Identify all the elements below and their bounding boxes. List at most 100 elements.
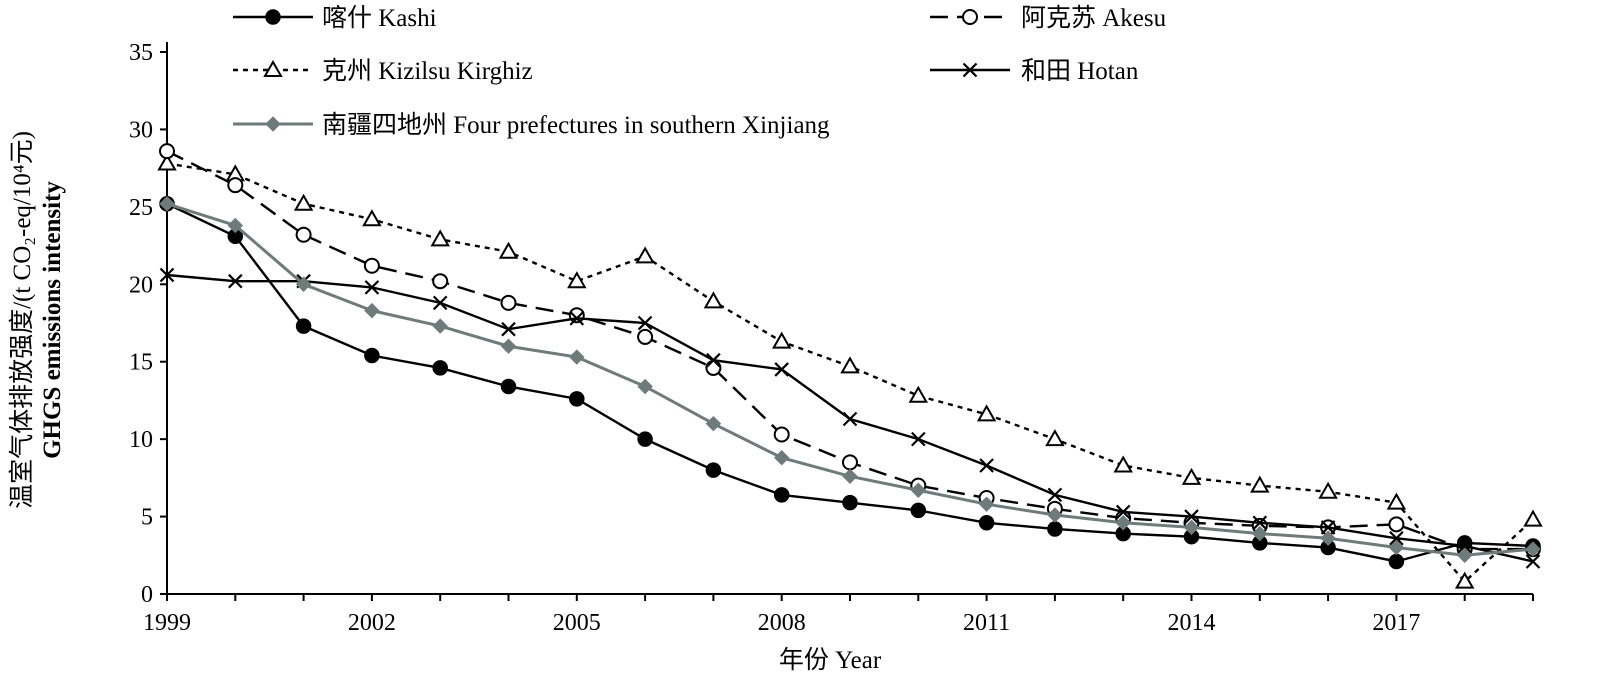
- data-point: [364, 280, 380, 295]
- data-point: [364, 347, 380, 364]
- data-point: [265, 9, 281, 25]
- data-point: [364, 302, 380, 319]
- data-point: [773, 450, 790, 466]
- series-2: [157, 153, 1543, 589]
- data-point: [263, 59, 283, 77]
- x-tick-label: 2005: [553, 610, 601, 636]
- x-axis-title: 年份 Year: [779, 646, 882, 674]
- data-point: [842, 494, 858, 511]
- data-point: [227, 177, 244, 194]
- series-4: [159, 196, 1541, 563]
- data-point: [705, 359, 722, 376]
- series-0: [159, 196, 1541, 570]
- data-point: [962, 9, 978, 25]
- data-point: [432, 360, 448, 376]
- data-point: [1183, 519, 1200, 536]
- data-point: [159, 196, 175, 212]
- data-point: [1320, 520, 1336, 535]
- x-tick-label: 2017: [1372, 610, 1420, 636]
- data-point: [1115, 504, 1131, 520]
- legend-label: 和田 Hotan: [1021, 57, 1139, 85]
- legend-label: 南疆四地州 Four prefectures in southern Xinji…: [322, 111, 830, 139]
- data-point: [773, 487, 790, 503]
- data-point: [637, 378, 653, 395]
- data-point: [635, 246, 655, 264]
- data-point: [771, 331, 792, 349]
- data-point: [569, 349, 585, 365]
- data-point: [295, 276, 312, 292]
- data-point: [910, 502, 927, 519]
- data-point: [773, 426, 790, 443]
- x-tick-label: 1999: [143, 610, 191, 636]
- x-tick-label: 2011: [963, 610, 1010, 636]
- data-point: [637, 315, 653, 331]
- data-point: [1047, 507, 1063, 523]
- data-point: [1388, 553, 1405, 570]
- data-point: [228, 273, 243, 289]
- y-axis-title-en: GHGS emissions intensity: [39, 181, 66, 459]
- y-tick-label: 30: [129, 117, 153, 143]
- data-point: [500, 338, 517, 354]
- data-point: [705, 415, 722, 432]
- legend-label: 喀什 Kashi: [322, 4, 437, 32]
- data-point: [1388, 539, 1405, 556]
- data-point: [978, 515, 995, 531]
- data-point: [908, 385, 929, 403]
- data-point: [1389, 530, 1404, 546]
- data-point: [1318, 481, 1338, 499]
- data-point: [362, 209, 382, 227]
- data-point: [159, 267, 175, 283]
- data-point: [1252, 525, 1268, 542]
- data-point: [1456, 547, 1473, 563]
- data-point: [979, 458, 994, 473]
- data-point: [1386, 492, 1407, 510]
- data-point: [703, 291, 724, 309]
- x-tick-label: 2008: [758, 610, 806, 636]
- data-point: [265, 116, 281, 132]
- legend-item: 克州 Kizilsu Kirghiz: [233, 57, 533, 85]
- data-point: [637, 431, 653, 447]
- data-point: [500, 378, 517, 395]
- data-point: [1045, 429, 1065, 447]
- legend-item: 和田 Hotan: [930, 57, 1139, 85]
- data-point: [705, 462, 722, 478]
- data-point: [501, 321, 516, 337]
- data-point: [962, 62, 978, 78]
- data-point: [430, 229, 450, 247]
- data-point: [1047, 521, 1063, 537]
- data-point: [227, 217, 244, 234]
- data-point: [976, 404, 997, 422]
- data-point: [498, 241, 519, 259]
- x-tick-label: 2002: [348, 610, 396, 636]
- data-point: [1388, 516, 1405, 533]
- data-point: [842, 468, 858, 485]
- data-point: [432, 295, 448, 311]
- data-point: [842, 411, 858, 427]
- data-point: [432, 318, 448, 334]
- data-point: [1047, 487, 1063, 503]
- y-tick-label: 5: [141, 505, 153, 531]
- legend-label: 阿克苏 Akesu: [1021, 4, 1167, 32]
- y-tick-label: 35: [129, 40, 153, 66]
- data-point: [569, 311, 585, 326]
- data-point: [774, 362, 789, 377]
- data-point: [910, 482, 927, 498]
- legend-item: 阿克苏 Akesu: [930, 4, 1167, 32]
- data-point: [432, 273, 449, 290]
- data-point: [1250, 475, 1270, 493]
- data-point: [1525, 554, 1541, 569]
- data-point: [1115, 515, 1131, 531]
- data-point: [159, 143, 175, 160]
- data-point: [1454, 571, 1475, 589]
- data-point: [569, 391, 585, 407]
- data-point: [1320, 530, 1336, 546]
- data-point: [1113, 455, 1133, 473]
- legend-label: 克州 Kizilsu Kirghiz: [322, 57, 533, 85]
- data-point: [911, 431, 926, 447]
- legend-item: 南疆四地州 Four prefectures in southern Xinji…: [233, 111, 830, 139]
- data-point: [295, 318, 312, 334]
- x-tick-label: 2014: [1168, 610, 1216, 636]
- data-point: [293, 193, 314, 211]
- data-point: [706, 352, 721, 368]
